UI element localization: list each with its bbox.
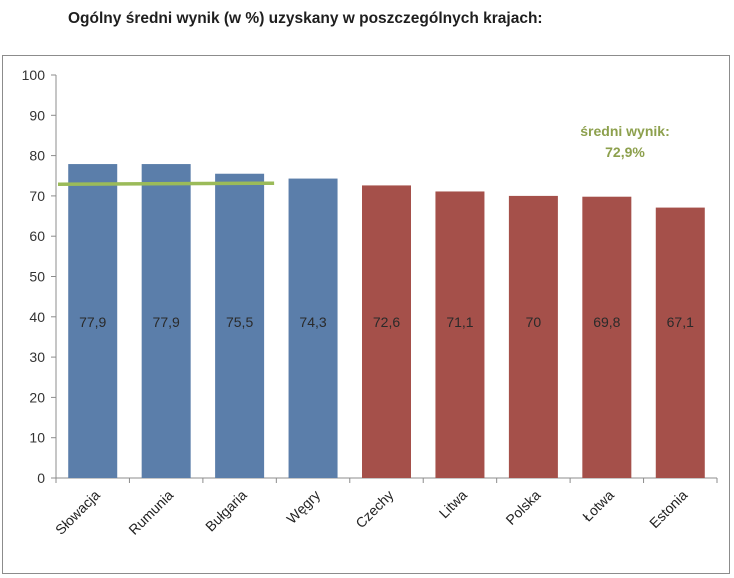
- y-tick-label: 20: [29, 389, 45, 405]
- bar-value-label: 77,9: [79, 314, 106, 330]
- bar: [435, 191, 485, 479]
- bar: [215, 173, 265, 479]
- category-label: Łotwa: [579, 487, 617, 525]
- bar-value-label: 75,5: [226, 314, 253, 330]
- bar-value-label: 67,1: [667, 314, 694, 330]
- bar: [141, 164, 191, 479]
- bar-value-label: 69,8: [593, 314, 620, 330]
- average-value: 72,9%: [605, 144, 645, 160]
- bar-value-label: 71,1: [446, 314, 473, 330]
- category-label: Słowacja: [52, 487, 103, 538]
- bar-value-label: 72,6: [373, 314, 400, 330]
- y-tick-label: 40: [29, 309, 45, 325]
- category-label: Estonia: [646, 487, 690, 531]
- y-tick-label: 90: [29, 107, 45, 123]
- y-tick-label: 10: [29, 430, 45, 446]
- average-line: [57, 181, 275, 186]
- y-tick-label: 30: [29, 349, 45, 365]
- category-label: Rumunia: [125, 487, 176, 538]
- y-tick-label: 50: [29, 269, 45, 285]
- category-label: Czechy: [352, 487, 396, 531]
- bar-value-label: 74,3: [299, 314, 326, 330]
- y-tick-label: 70: [29, 188, 45, 204]
- category-label: Bułgaria: [202, 487, 250, 535]
- bar-value-label: 77,9: [153, 314, 180, 330]
- average-label: średni wynik:: [580, 123, 670, 139]
- category-label: Polska: [502, 487, 543, 528]
- bar: [508, 195, 558, 478]
- chart-frame: [2, 55, 730, 574]
- y-tick-label: 100: [22, 67, 46, 83]
- chart-title: Ogólny średni wynik (w %) uzyskany w pos…: [68, 10, 543, 27]
- bar-value-label: 70: [526, 314, 542, 330]
- y-tick-label: 80: [29, 148, 45, 164]
- average-annotation: średni wynik: 72,9%: [555, 121, 695, 163]
- bar: [655, 207, 705, 478]
- bar: [582, 196, 632, 478]
- y-tick-label: 0: [37, 470, 45, 486]
- bar: [362, 185, 411, 478]
- bar: [288, 178, 338, 479]
- category-label: Litwa: [436, 487, 471, 522]
- y-tick-label: 60: [29, 228, 45, 244]
- category-label: Węgry: [283, 487, 323, 527]
- bar: [68, 164, 118, 479]
